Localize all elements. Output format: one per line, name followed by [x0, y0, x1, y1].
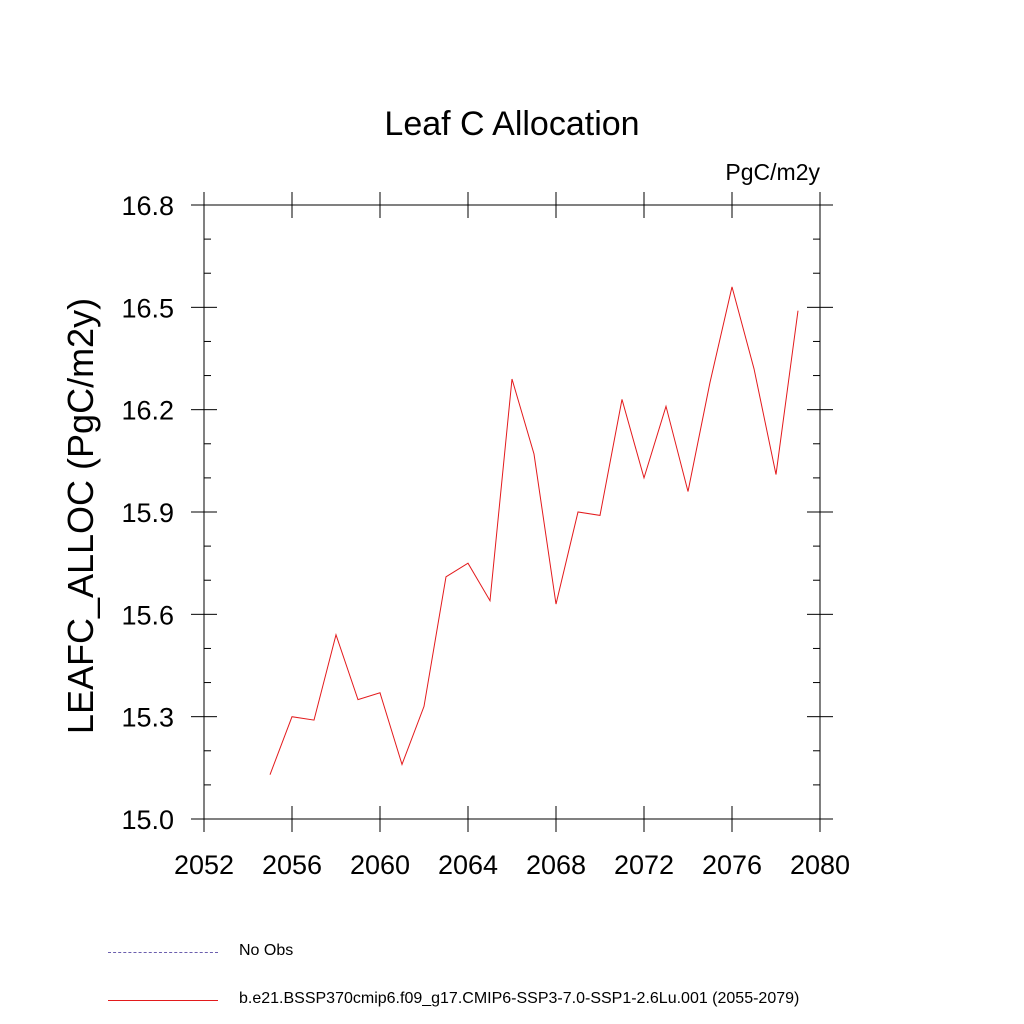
x-tick-label: 2052: [174, 850, 234, 880]
legend-label-series: b.e21.BSSP370cmip6.f09_g17.CMIP6-SSP3-7.…: [239, 990, 800, 1007]
y-tick-label: 15.6: [121, 600, 174, 630]
x-tick-label: 2072: [614, 850, 674, 880]
chart-title: Leaf C Allocation: [384, 105, 639, 143]
legend-swatch-series: [108, 1000, 218, 1001]
y-axis-label: LEAFC_ALLOC (PgC/m2y): [60, 298, 101, 734]
y-tick-label: 16.2: [121, 396, 174, 426]
units-label: PgC/m2y: [725, 159, 820, 185]
x-tick-label: 2068: [526, 850, 586, 880]
x-axis-ticks: 2052 2056 2060 2064 2068 2072 2076 2080: [174, 192, 850, 880]
y-tick-label: 15.9: [121, 498, 174, 528]
plot-frame: [203, 204, 821, 820]
x-tick-label: 2060: [350, 850, 410, 880]
x-tick-label: 2056: [262, 850, 322, 880]
y-tick-label: 15.0: [121, 805, 174, 835]
y-tick-label: 16.5: [121, 293, 174, 323]
y-tick-label: 16.8: [121, 191, 174, 221]
x-tick-label: 2080: [790, 850, 850, 880]
legend-label-no-obs: No Obs: [239, 942, 294, 959]
legend-swatch-no-obs: [108, 952, 218, 953]
series-layer: [269, 286, 799, 775]
y-axis-ticks: 15.0 15.3 15.6 15.9 16.2 16.5 16.8: [121, 191, 833, 835]
x-tick-label: 2064: [438, 850, 498, 880]
x-tick-label: 2076: [702, 850, 762, 880]
series-line: [269, 286, 799, 775]
y-tick-label: 15.3: [121, 703, 174, 733]
